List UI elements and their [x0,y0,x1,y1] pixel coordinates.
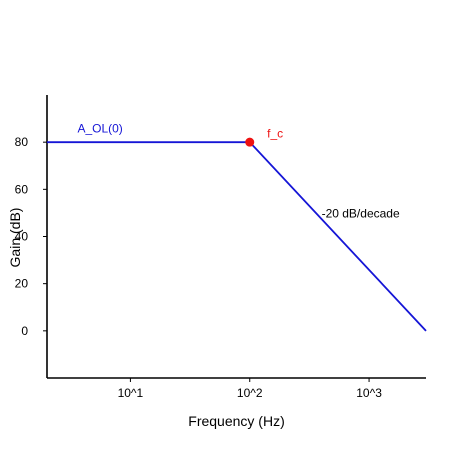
annotation-label: -20 dB/decade [322,207,400,221]
annotation-label: f_c [267,126,283,140]
x-ticks: 10^110^210^310^4 [118,378,382,400]
y-tick-label: 40 [15,230,29,244]
y-tick-label: 0 [21,324,28,338]
cutoff-frequency-point [245,137,255,147]
x-tick-label: 10^3 [356,386,382,400]
axes [46,95,426,379]
annotations-layer: A_OL(0) f_c -20 dB/decade [77,122,400,221]
y-ticks: 0 20 40 60 80 [15,135,47,338]
y-tick-label: 20 [15,277,29,291]
gain-series-line [47,141,427,332]
y-tick-label: 80 [15,135,29,149]
x-tick-label: 10^2 [237,386,263,400]
y-tick-label: 60 [15,182,29,196]
y-axis-label: Gain (dB) [7,208,23,268]
annotation-label: A_OL(0) [77,122,122,136]
points-layer [245,137,255,147]
series-layer [47,141,427,332]
x-axis-label: Frequency (Hz) [188,413,284,429]
x-tick-label: 10^1 [118,386,144,400]
